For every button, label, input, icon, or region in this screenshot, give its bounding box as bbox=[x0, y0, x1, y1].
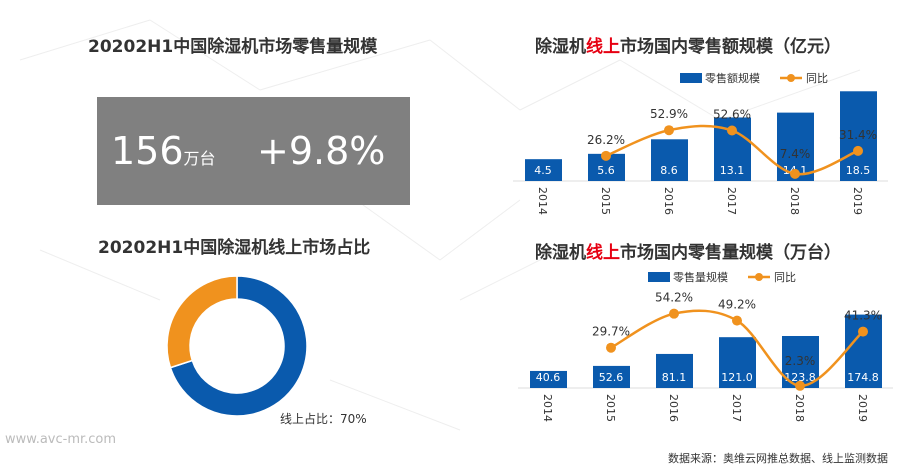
x-tick-label: 2017 bbox=[730, 394, 743, 422]
chart-1: 零售额规模同比4.520145.620158.6201613.1201714.1… bbox=[513, 71, 888, 215]
growth-label: 26.2% bbox=[587, 133, 625, 147]
x-tick-label: 2015 bbox=[599, 187, 612, 215]
bar-label: 4.5 bbox=[534, 164, 552, 177]
legend-bar-label: 零售量规模 bbox=[673, 270, 728, 284]
donut-title: 20202H1中国除湿机线上市场占比 bbox=[98, 238, 371, 258]
bg-line bbox=[439, 199, 521, 261]
bar-label: 121.0 bbox=[721, 371, 753, 384]
donut-label: 线上占比：70% bbox=[280, 412, 367, 426]
bar-label: 52.6 bbox=[599, 371, 624, 384]
chart-2: 零售量规模 同比 40.6 2014 52.6 2015 81.1 2016 121.0 2017… bbox=[518, 270, 893, 422]
bar bbox=[651, 139, 688, 181]
bar-label: 18.5 bbox=[846, 164, 871, 177]
growth-label: 31.4% bbox=[839, 128, 877, 142]
growth-point bbox=[727, 125, 737, 136]
watermark: www.avc-mr.com bbox=[5, 432, 117, 447]
growth-point bbox=[669, 308, 679, 319]
bg-line bbox=[329, 379, 461, 431]
bar-label: 81.1 bbox=[662, 371, 687, 384]
growth-point bbox=[601, 150, 611, 161]
legend-line-label: 同比 bbox=[774, 271, 796, 284]
title-highlight: 线上 bbox=[586, 243, 620, 263]
title-part: 除湿机 bbox=[535, 243, 586, 263]
growth-point bbox=[790, 168, 800, 179]
donut-slice-线上 bbox=[169, 275, 308, 417]
growth-point bbox=[664, 125, 674, 136]
growth-point bbox=[858, 326, 868, 337]
legend-bar-label: 零售额规模 bbox=[705, 71, 760, 85]
growth-label: 49.2% bbox=[718, 298, 756, 312]
bg-line bbox=[429, 39, 521, 111]
x-tick-label: 2018 bbox=[788, 187, 801, 215]
bar bbox=[530, 370, 567, 388]
growth-point bbox=[853, 145, 863, 156]
growth-point bbox=[732, 315, 742, 326]
bar-label: 40.6 bbox=[536, 371, 561, 384]
bar-label: 174.8 bbox=[847, 371, 879, 384]
title-part: 市场国内零售额规模（亿元） bbox=[620, 37, 841, 57]
bg-line bbox=[39, 249, 161, 301]
bg-line bbox=[149, 19, 261, 91]
growth-label: 29.7% bbox=[592, 325, 630, 339]
x-tick-label: 2014 bbox=[541, 394, 554, 422]
title-part: 除湿机 bbox=[535, 37, 586, 57]
x-tick-label: 2018 bbox=[793, 394, 806, 422]
legend-bar-swatch bbox=[680, 73, 702, 83]
growth-label: 7.4% bbox=[780, 147, 811, 161]
growth-label: 2.3% bbox=[785, 354, 816, 368]
growth-label: 52.9% bbox=[650, 107, 688, 121]
legend-bar-swatch bbox=[648, 272, 670, 282]
growth-label: 54.2% bbox=[655, 291, 693, 305]
kpi-box: 156万台 +9.8% bbox=[97, 97, 410, 205]
bar-label: 123.8 bbox=[784, 371, 816, 384]
x-tick-label: 2019 bbox=[856, 394, 869, 422]
title-part: 市场国内零售量规模（万台） bbox=[620, 243, 841, 263]
chart1-title: 除湿机线上市场国内零售额规模（亿元） bbox=[535, 32, 841, 57]
kpi-unit: 万台 bbox=[183, 149, 216, 168]
x-tick-label: 2014 bbox=[536, 187, 549, 215]
data-source: 数据来源：奥维云网推总数据、线上监测数据 bbox=[668, 452, 888, 465]
bar bbox=[656, 353, 693, 388]
x-tick-label: 2019 bbox=[851, 187, 864, 215]
bg-line bbox=[619, 59, 721, 121]
legend-line-marker bbox=[755, 273, 763, 281]
x-tick-label: 2015 bbox=[604, 394, 617, 422]
bar-label: 8.6 bbox=[660, 164, 678, 177]
bar bbox=[719, 337, 756, 388]
bg-line bbox=[719, 69, 861, 121]
bar bbox=[840, 91, 877, 181]
bar-label: 13.1 bbox=[720, 164, 745, 177]
bg-line bbox=[459, 249, 561, 301]
x-tick-label: 2017 bbox=[725, 187, 738, 215]
kpi-growth: +9.8% bbox=[257, 129, 386, 173]
growth-point bbox=[606, 342, 616, 353]
title-highlight: 线上 bbox=[586, 37, 620, 57]
bar-label: 5.6 bbox=[597, 164, 615, 177]
chart2-title: 除湿机线上市场国内零售量规模（万台） bbox=[535, 238, 841, 263]
bg-line bbox=[519, 59, 621, 111]
bg-line bbox=[19, 19, 151, 61]
growth-point bbox=[795, 380, 805, 391]
kpi-volume: 156万台 bbox=[111, 129, 216, 173]
growth-label: 52.6% bbox=[713, 108, 751, 122]
bg-line bbox=[259, 39, 431, 91]
kpi-value: 156 bbox=[111, 129, 184, 173]
x-tick-label: 2016 bbox=[667, 394, 680, 422]
bar bbox=[593, 365, 630, 388]
legend-line-marker bbox=[787, 74, 795, 82]
bar bbox=[525, 159, 562, 181]
legend-line-label: 同比 bbox=[806, 72, 828, 85]
x-tick-label: 2016 bbox=[662, 187, 675, 215]
kpi-title: 20202H1中国除湿机市场零售量规模 bbox=[88, 37, 378, 57]
donut-slice-线下 bbox=[166, 275, 238, 369]
growth-label: 41.3% bbox=[844, 309, 882, 323]
